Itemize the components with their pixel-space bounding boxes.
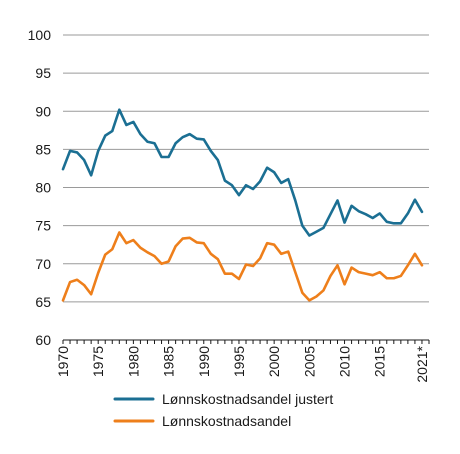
series-lines	[61, 108, 424, 302]
y-tick-label: 90	[35, 103, 51, 119]
y-tick-label: 70	[35, 256, 51, 272]
y-tick-label: 75	[35, 218, 51, 234]
gridlines	[63, 34, 429, 303]
series-line-1	[61, 108, 424, 237]
x-tick-label: 1970	[55, 346, 71, 377]
y-tick-label: 80	[35, 180, 51, 196]
y-tick-label: 100	[28, 27, 52, 43]
x-tick-label: 2000	[266, 346, 282, 377]
y-tick-label: 65	[35, 294, 51, 310]
x-tick-label: 1990	[196, 346, 212, 377]
series-line-2	[61, 231, 424, 302]
y-axis-tick-labels: 60 65 70 75 80 85 90 95 100	[28, 27, 52, 348]
x-tick-label: 1980	[125, 346, 141, 377]
x-tick-label: 2015	[372, 346, 388, 377]
x-tick-label: 1985	[161, 346, 177, 377]
y-tick-label: 60	[35, 332, 51, 348]
x-tick-label: 2021*	[414, 345, 430, 382]
x-tick-label: 1995	[231, 346, 247, 377]
legend: Lønnskostnadsandel justert Lønnskostnads…	[113, 391, 333, 429]
x-axis-ticks: 1970 1975 1980 1985 1990 1995 2000 2005 2010 2015…	[55, 340, 430, 383]
legend-label-series-2: Lønnskostnadsandel	[162, 413, 291, 429]
x-tick-label: 2010	[337, 346, 353, 377]
y-tick-label: 85	[35, 141, 51, 157]
x-tick-label: 2005	[301, 346, 317, 377]
x-tick-label: 1975	[90, 346, 106, 377]
y-tick-label: 95	[35, 65, 51, 81]
legend-label-series-1: Lønnskostnadsandel justert	[162, 391, 333, 407]
